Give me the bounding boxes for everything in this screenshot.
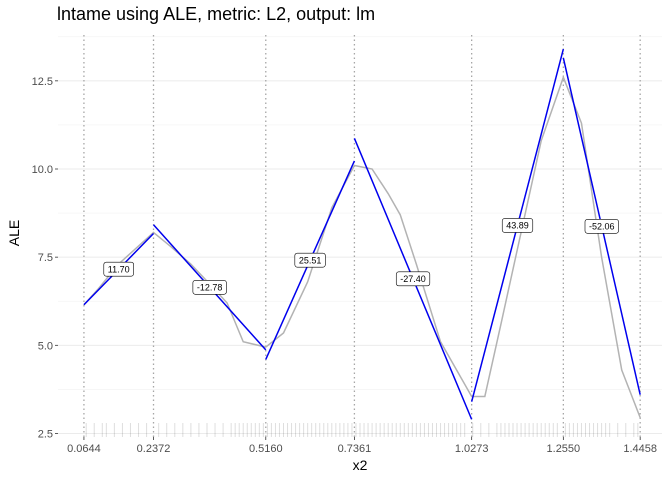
y-tick-label: 7.5 [38, 252, 53, 264]
y-axis-title: ALE [6, 220, 22, 246]
slope-label: 25.51 [295, 253, 326, 267]
x-tick-label: 0.7361 [338, 443, 372, 455]
x-tick-label: 0.2372 [137, 443, 171, 455]
slope-label: -12.78 [193, 280, 227, 294]
slope-label: -27.40 [396, 272, 430, 286]
y-tick-label: 12.5 [32, 76, 53, 88]
x-tick-label: 0.5160 [249, 443, 283, 455]
x-axis-title: x2 [353, 457, 368, 473]
x-tick-label: 0.0644 [67, 443, 101, 455]
slope-label-text: -12.78 [197, 283, 223, 293]
slope-label-text: 43.89 [506, 221, 529, 231]
y-tick-label: 10.0 [32, 164, 53, 176]
x-tick-label: 1.2550 [547, 443, 581, 455]
slope-label: 43.89 [502, 218, 533, 232]
x-tick-label: 1.4458 [623, 443, 657, 455]
slope-label: -52.06 [585, 219, 619, 233]
slope-label-text: -27.40 [400, 274, 426, 284]
slope-label-text: 25.51 [299, 255, 322, 265]
slope-label-text: 11.70 [108, 264, 130, 274]
chart-title: lntame using ALE, metric: L2, output: lm [57, 4, 375, 24]
y-tick-label: 5.0 [38, 340, 53, 352]
slope-label-text: -52.06 [589, 222, 615, 232]
y-tick-label: 2.5 [38, 428, 53, 440]
x-tick-label: 1.0273 [455, 443, 489, 455]
slope-label: 11.70 [104, 262, 134, 276]
